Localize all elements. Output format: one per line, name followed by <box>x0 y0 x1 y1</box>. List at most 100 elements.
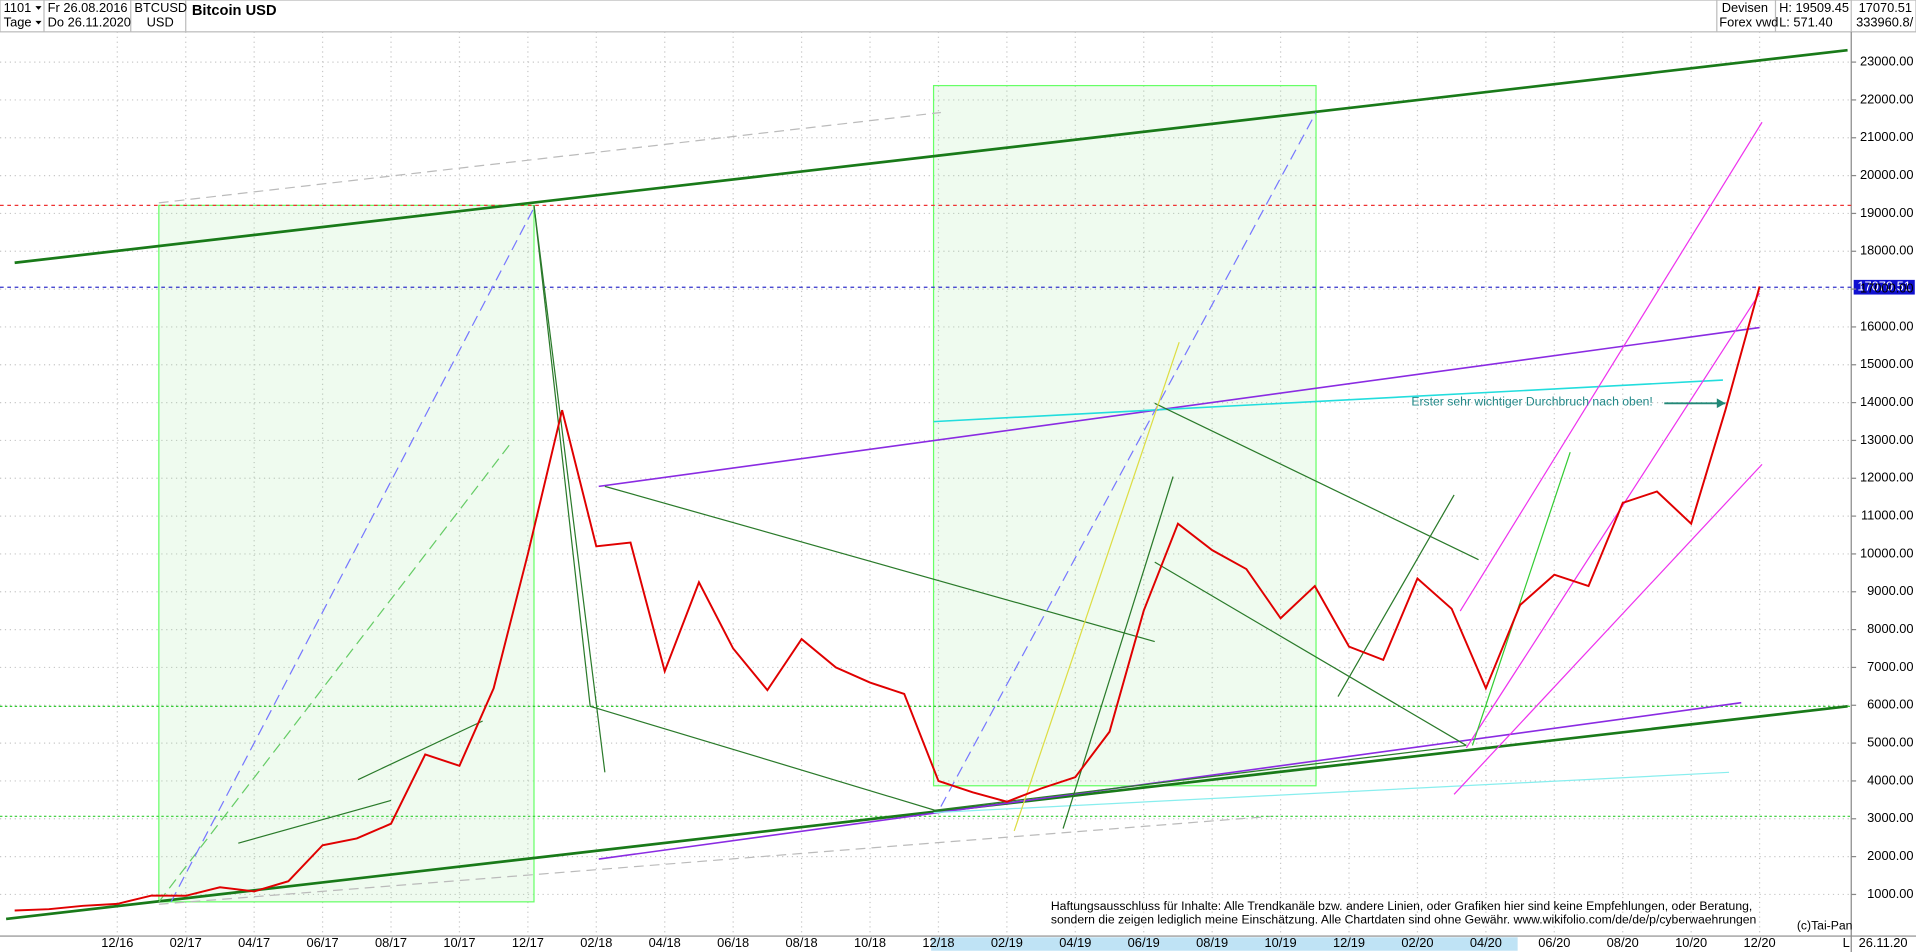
trendline <box>598 326 1760 488</box>
period-select[interactable]: 1101 <box>4 0 32 15</box>
y-tick-label: 12000.00 <box>1860 470 1914 485</box>
x-tick-label: 02/20 <box>1401 935 1433 950</box>
market: Devisen <box>1722 0 1768 15</box>
y-tick-label: 1000.00 <box>1867 886 1913 901</box>
trendline <box>604 485 1155 643</box>
y-tick-label: 11000.00 <box>1861 507 1914 522</box>
x-tick-label: 08/17 <box>375 935 407 950</box>
trendline <box>533 205 606 773</box>
y-tick-label: 9000.00 <box>1867 583 1913 598</box>
x-tick-label: 02/18 <box>580 935 612 950</box>
trendline <box>1459 121 1763 612</box>
disclaimer: Haftungsausschluss für Inhalte: Alle Tre… <box>1051 899 1752 913</box>
y-tick-label: 21000.00 <box>1860 129 1914 144</box>
axis-highlight <box>931 937 1518 951</box>
trendline <box>158 815 1271 905</box>
trendline <box>1013 342 1180 832</box>
x-tick-label: 10/17 <box>443 935 475 950</box>
box <box>158 204 535 903</box>
symbol: BTCUSD <box>134 0 187 15</box>
trendline <box>940 112 1317 807</box>
header-bar <box>0 0 1916 33</box>
volume: 333960.8/ <box>1856 15 1914 30</box>
interval-select[interactable]: Tage <box>4 15 32 30</box>
x-tick-label: 02/19 <box>991 935 1023 950</box>
box <box>932 84 1317 787</box>
y-tick-label: 18000.00 <box>1860 243 1914 258</box>
x-tick-label: 12/19 <box>1333 935 1365 950</box>
high: H: 19509.45 <box>1779 0 1849 15</box>
y-tick-label: 20000.00 <box>1860 167 1914 182</box>
x-tick-label: 08/18 <box>786 935 818 950</box>
trendline <box>170 207 535 903</box>
low: L: 571.40 <box>1779 15 1833 30</box>
x-tick-label: 12/20 <box>1744 935 1776 950</box>
disclaimer: sondern die zeigen lediglich meine Einsc… <box>1051 912 1757 926</box>
trendline <box>158 111 941 204</box>
trendline <box>1154 402 1479 561</box>
y-tick-label: 10000.00 <box>1860 545 1914 560</box>
trendline <box>238 799 392 844</box>
y-tick-label: 6000.00 <box>1867 697 1913 712</box>
last-price: 17070.51 <box>1859 0 1913 15</box>
trendline <box>598 701 1742 860</box>
y-tick-label: 14000.00 <box>1860 394 1914 409</box>
y-tick-label: 15000.00 <box>1860 356 1914 371</box>
annotation: Erster sehr wichtiger Durchbruch nach ob… <box>1411 394 1652 408</box>
trendline <box>1453 463 1763 795</box>
x-tick-label: 04/17 <box>238 935 270 950</box>
x-tick-label: 12/16 <box>101 935 133 950</box>
x-tick-label: 08/20 <box>1607 935 1639 950</box>
chart-title: Bitcoin USD <box>192 3 277 19</box>
y-tick-label: 4000.00 <box>1867 772 1913 787</box>
x-tick-label: 04/18 <box>649 935 681 950</box>
x-tick-label: 06/18 <box>717 935 749 950</box>
y-tick-label: 8000.00 <box>1867 621 1913 636</box>
y-tick-label: 23000.00 <box>1860 53 1914 68</box>
y-tick-label: 17000.00 <box>1860 280 1914 295</box>
trendline <box>5 705 1848 921</box>
trendline <box>357 720 483 781</box>
trendline <box>1471 451 1571 746</box>
trendline <box>1337 494 1455 697</box>
trendline <box>158 439 514 903</box>
x-tick-label: 10/20 <box>1675 935 1707 950</box>
y-tick-label: 13000.00 <box>1860 432 1914 447</box>
x-tick-label: 06/20 <box>1538 935 1570 950</box>
x-tick-label: 04/19 <box>1059 935 1091 950</box>
y-tick-label: 3000.00 <box>1867 810 1913 825</box>
price-line <box>14 286 1761 912</box>
x-tick-label: 12/17 <box>512 935 544 950</box>
y-tick-label: 7000.00 <box>1867 659 1913 674</box>
trendline <box>14 48 1848 265</box>
x-tick-label: 10/18 <box>854 935 886 950</box>
date-from: Fr 26.08.2016 <box>48 0 128 15</box>
y-tick-label: 16000.00 <box>1860 318 1914 333</box>
trendline <box>1465 292 1761 749</box>
drawings <box>0 48 1852 921</box>
end-mark: L <box>1843 935 1850 950</box>
y-tick-label: 5000.00 <box>1867 734 1913 749</box>
y-tick-label: 22000.00 <box>1860 91 1914 106</box>
last-price-axis: 17070.51 <box>1857 279 1911 294</box>
source: Forex vwd <box>1719 15 1778 30</box>
trendline <box>933 771 1730 814</box>
x-tick-label: 04/20 <box>1470 935 1502 950</box>
end-date: 26.11.20 <box>1859 935 1908 950</box>
y-tick-label: 19000.00 <box>1860 205 1914 220</box>
last-price-box <box>1853 279 1915 295</box>
x-tick-label: 10/19 <box>1265 935 1297 950</box>
trendline <box>933 379 1723 423</box>
x-tick-label: 12/18 <box>922 935 954 950</box>
trendline <box>1154 561 1467 746</box>
x-tick-label: 02/17 <box>170 935 202 950</box>
currency: USD <box>147 15 174 30</box>
y-tick-label: 2000.00 <box>1867 848 1913 863</box>
x-tick-label: 06/17 <box>307 935 339 950</box>
x-tick-label: 06/19 <box>1128 935 1160 950</box>
x-tick-label: 08/19 <box>1196 935 1228 950</box>
copyright: (c)Tai-Pan <box>1797 919 1853 933</box>
arrow-head <box>1716 398 1726 409</box>
trendline <box>533 205 1467 811</box>
